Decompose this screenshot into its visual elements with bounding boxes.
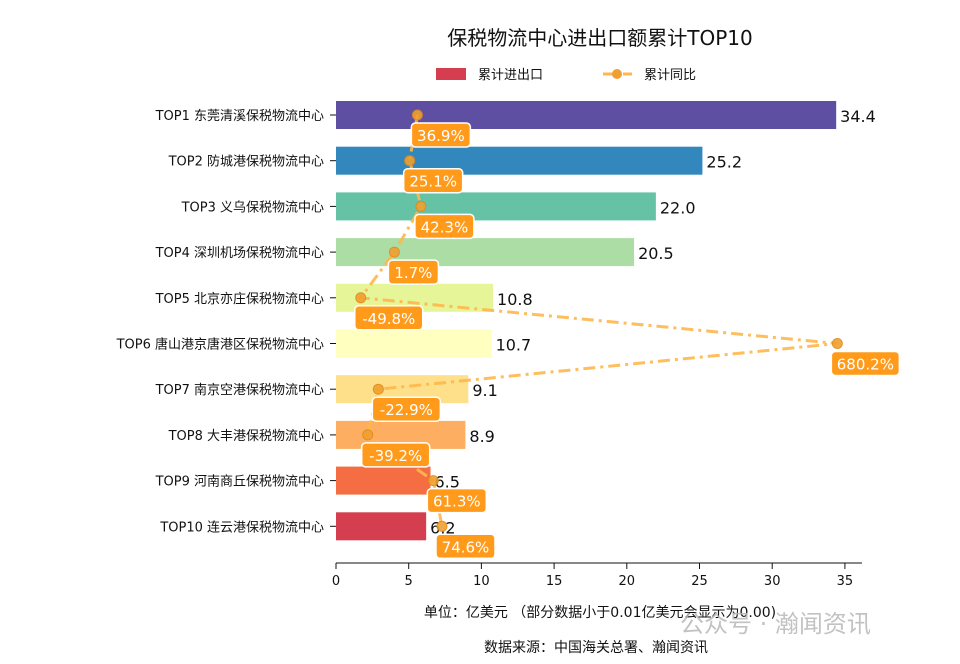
- x-tick-label: 5: [405, 574, 413, 589]
- yoy-marker: [427, 475, 439, 487]
- yoy-marker: [404, 155, 416, 167]
- category-label: TOP5 北京亦庄保税物流中心: [155, 291, 324, 307]
- bar: [336, 146, 703, 175]
- yoy-marker: [411, 109, 423, 121]
- yoy-label-box: [402, 167, 464, 194]
- yoy-label-box: [410, 122, 472, 148]
- yoy-label: -22.9%: [380, 401, 433, 419]
- yoy-marker: [355, 292, 367, 304]
- yoy-label: 25.1%: [409, 173, 457, 191]
- bar-value-label: 10.7: [496, 336, 532, 355]
- yoy-label: -39.2%: [369, 447, 422, 465]
- x-tick-label: 15: [546, 574, 563, 589]
- yoy-marker: [436, 520, 448, 532]
- x-tick-label: 35: [837, 574, 854, 589]
- bar: [336, 238, 635, 267]
- bar: [336, 101, 837, 129]
- chart-title: 保税物流中心进出口额累计TOP10: [447, 26, 752, 50]
- yoy-marker: [362, 429, 374, 441]
- category-label: TOP10 连云港保税物流中心: [159, 519, 324, 535]
- category-label: TOP2 防城港保税物流中心: [168, 154, 324, 170]
- bar-value-label: 25.2: [706, 153, 742, 172]
- yoy-label-box: [426, 487, 488, 514]
- category-label: TOP4 深圳机场保税物流中心: [155, 246, 324, 261]
- category-label: TOP8 大丰港保税物流中心: [168, 429, 324, 444]
- yoy-label-box: [830, 350, 901, 377]
- yoy-label: 74.6%: [442, 538, 490, 556]
- yoy-label-box: [435, 533, 496, 560]
- category-label: TOP1 东莞清溪保税物流中心: [155, 109, 324, 124]
- legend-marker: [612, 69, 622, 79]
- yoy-label-box: [387, 259, 440, 285]
- bar-value-label: 9.1: [472, 381, 497, 400]
- yoy-label: 42.3%: [421, 218, 469, 236]
- category-label: TOP3 义乌保税物流中心: [181, 199, 324, 215]
- x-tick-label: 10: [473, 574, 490, 589]
- bar-value-label: 34.4: [840, 107, 876, 126]
- bar-value-label: 8.9: [469, 427, 494, 446]
- yoy-marker: [415, 200, 427, 212]
- yoy-marker: [388, 246, 400, 258]
- yoy-label-box: [360, 442, 431, 468]
- bar: [336, 192, 656, 221]
- legend-label-line: 累计同比: [644, 68, 696, 83]
- yoy-label-box: [414, 213, 475, 240]
- legend: 累计进出口 累计同比: [436, 68, 696, 83]
- yoy-marker: [372, 383, 384, 395]
- bar: [336, 512, 427, 541]
- yoy-label-box: [371, 396, 442, 422]
- yoy-label: 680.2%: [837, 356, 894, 374]
- bar: [336, 329, 492, 358]
- x-tick-label: 20: [619, 574, 636, 589]
- category-label: TOP9 河南商丘保税物流中心: [155, 474, 324, 490]
- bar-value-label: 6.5: [435, 473, 460, 492]
- bar-value-label: 10.8: [497, 290, 533, 309]
- bar: [336, 466, 431, 495]
- legend-label-bar: 累计进出口: [478, 68, 543, 83]
- yoy-label: -49.8%: [362, 310, 415, 328]
- category-label: TOP7 南京空港保税物流中心: [155, 382, 324, 398]
- watermark: 公众号 · 瀚闻资讯: [680, 610, 871, 638]
- x-tick-label: 0: [332, 574, 340, 589]
- yoy-label: 36.9%: [417, 127, 465, 145]
- category-label: TOP6 唐山港京唐港区保税物流中心: [116, 337, 324, 353]
- bar-value-label: 22.0: [660, 198, 696, 217]
- bar-value-label: 20.5: [638, 244, 674, 263]
- legend-swatch-bar: [436, 68, 466, 80]
- x-tick-label: 30: [764, 574, 781, 589]
- yoy-marker: [831, 338, 843, 349]
- x-axis-label: 单位：亿美元 （部分数据小于0.01亿美元会显示为0.00): [424, 605, 776, 621]
- x-tick-label: 25: [691, 574, 708, 589]
- source-note: 数据来源：中国海关总署、瀚闻资讯: [484, 640, 708, 656]
- yoy-label-box: [354, 305, 424, 331]
- yoy-label: 1.7%: [394, 264, 432, 282]
- yoy-label: 61.3%: [433, 493, 481, 511]
